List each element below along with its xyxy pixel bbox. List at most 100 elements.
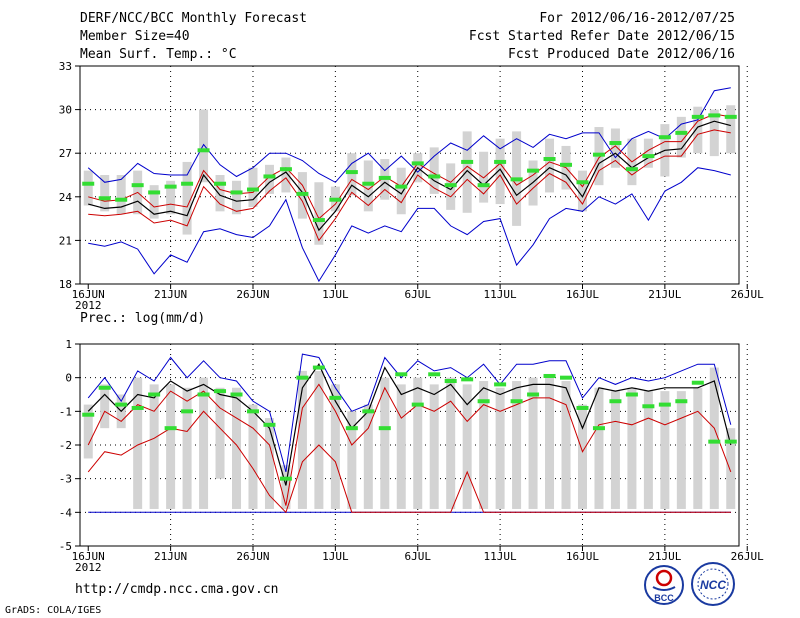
box-bar <box>479 151 489 203</box>
box-bar <box>330 384 340 509</box>
box-bar <box>479 381 489 509</box>
median-marker <box>82 181 95 186</box>
box-bar <box>149 384 159 509</box>
variable-label: Mean Surf. Temp.: °C <box>80 47 237 62</box>
median-marker <box>543 373 556 378</box>
quartile-upper-line <box>87 410 731 514</box>
median-marker <box>197 148 210 153</box>
box-bar <box>429 384 439 509</box>
box-bar <box>528 377 538 509</box>
median-marker <box>444 183 457 188</box>
box-bar <box>380 377 390 509</box>
box-bar <box>264 418 274 509</box>
median-marker <box>246 409 259 414</box>
box-bar <box>577 170 587 212</box>
y-tick-label: -1 <box>59 405 72 418</box>
box-bar <box>512 381 522 509</box>
box-bar <box>610 128 620 168</box>
box-bar <box>100 384 110 429</box>
box-bar <box>100 175 110 212</box>
median-marker <box>279 476 292 481</box>
median-marker <box>411 402 424 407</box>
start-refer-date: Fcst Started Refer Date 2012/06/15 <box>468 29 735 44</box>
box-bar <box>363 404 373 509</box>
y-tick-label: -5 <box>59 540 72 553</box>
median-marker <box>543 157 556 162</box>
bcc-logo-text: BCC <box>654 593 674 603</box>
box-bar <box>726 428 736 509</box>
chart-title: DERF/NCC/BCC Monthly Forecast <box>80 11 307 26</box>
ensemble-mean-line <box>87 362 732 486</box>
ncc-logo-text: NCC <box>700 578 726 592</box>
x-tick-label: 21JUL <box>648 288 681 301</box>
x-tick-label: 2012 <box>75 561 102 574</box>
median-marker <box>625 392 638 397</box>
box-bar <box>495 138 505 205</box>
source-url[interactable]: http://cmdp.ncc.cma.gov.cn <box>75 582 279 597</box>
box-bar <box>577 404 587 509</box>
ensemble-max-line <box>87 353 732 473</box>
median-marker <box>345 426 358 431</box>
ensemble-mean-line <box>88 120 731 232</box>
box-bar <box>495 387 505 509</box>
box-bar <box>149 185 159 219</box>
median-marker <box>411 161 424 166</box>
median-marker <box>675 130 688 135</box>
box-bar <box>693 106 703 154</box>
x-tick-label: 11JUL <box>484 550 517 563</box>
box-bar <box>199 109 209 183</box>
box-bar <box>709 109 719 157</box>
median-marker <box>477 183 490 188</box>
median-marker <box>312 218 325 223</box>
quartile-lower-line <box>88 129 731 242</box>
box-bar <box>232 180 242 215</box>
median-marker <box>724 439 737 444</box>
median-marker <box>131 405 144 410</box>
median-marker <box>625 167 638 172</box>
x-tick-label: 16JUN <box>72 550 105 563</box>
box-bar <box>413 377 423 509</box>
median-marker <box>576 405 589 410</box>
median-marker <box>461 159 474 164</box>
median-marker <box>131 183 144 188</box>
quartile-upper-line <box>88 113 731 220</box>
box-bar <box>462 384 472 509</box>
ensemble-max-line <box>87 87 731 183</box>
median-marker <box>214 389 227 394</box>
median-marker <box>560 375 573 380</box>
box-bar <box>446 377 456 509</box>
median-marker <box>148 392 161 397</box>
box-bar <box>314 370 324 509</box>
median-marker <box>279 167 292 172</box>
median-marker <box>494 159 507 164</box>
median-marker <box>592 426 605 431</box>
median-marker <box>312 365 325 370</box>
median-marker <box>164 184 177 189</box>
box-bar <box>182 387 192 509</box>
median-marker <box>444 379 457 384</box>
box-bar <box>709 367 719 509</box>
box-bar <box>83 404 93 459</box>
ncc-logo-icon: NCC <box>691 562 735 606</box>
x-tick-label: 26JUL <box>731 288 764 301</box>
box-bar <box>545 138 555 193</box>
box-bar <box>627 387 637 509</box>
box-bar <box>281 157 291 193</box>
median-marker <box>362 181 375 186</box>
box-bar <box>676 116 686 158</box>
median-marker <box>246 187 259 192</box>
median-marker <box>115 402 128 407</box>
median-marker <box>560 162 573 167</box>
box-bar <box>429 147 439 194</box>
median-marker <box>82 412 95 417</box>
median-marker <box>98 385 111 390</box>
y-tick-label: 0 <box>65 372 72 385</box>
box-bar <box>693 387 703 509</box>
median-marker <box>230 392 243 397</box>
y-tick-label: -4 <box>59 506 73 519</box>
box-bar <box>83 170 93 206</box>
median-marker <box>395 372 408 377</box>
x-tick-label: 11JUL <box>484 288 517 301</box>
median-marker <box>576 180 589 185</box>
median-marker <box>181 181 194 186</box>
